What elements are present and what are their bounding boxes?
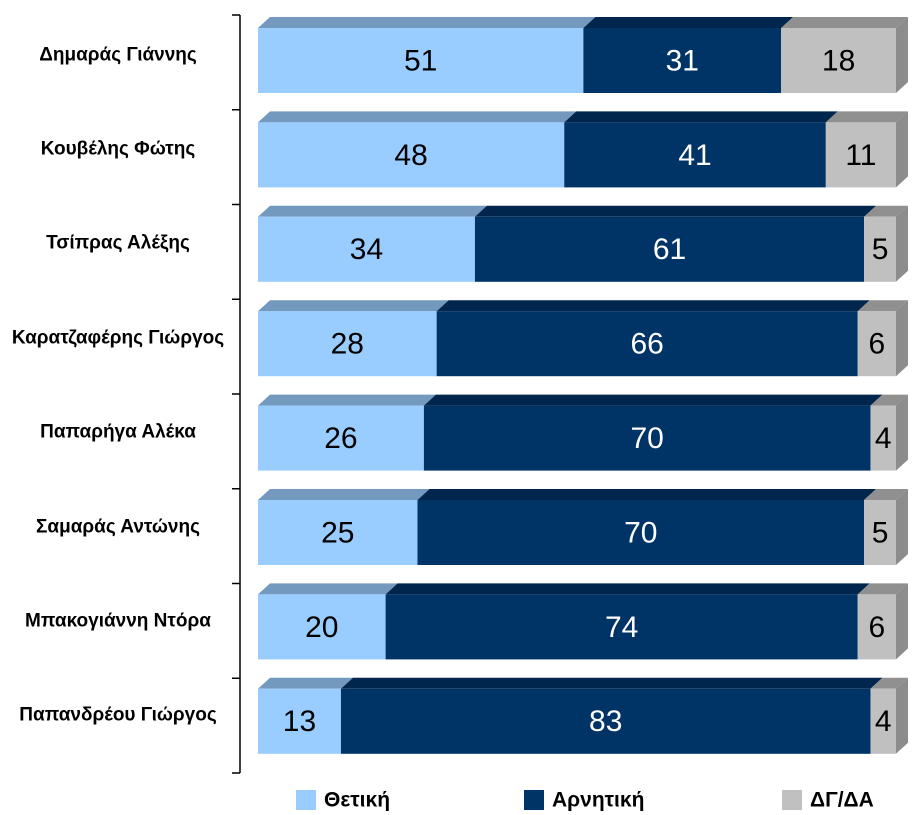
bar	[258, 688, 341, 754]
bar-top	[258, 583, 398, 595]
legend-label: ΔΓ/ΔΑ	[810, 789, 874, 812]
bar	[258, 311, 437, 377]
bar-top	[564, 111, 838, 123]
bar	[258, 122, 565, 188]
bar	[870, 405, 896, 471]
bar-side	[896, 17, 908, 93]
bar-top	[864, 489, 908, 500]
category-label: Τσίπρας Αλέξης	[46, 232, 190, 254]
bar-top	[857, 583, 908, 595]
bar-top	[423, 394, 883, 406]
bar	[258, 405, 424, 471]
bar-top	[258, 677, 353, 689]
bar-top	[857, 300, 908, 312]
category-label: Καρατζαφέρης Γιώργος	[11, 327, 225, 349]
value-label: 26	[324, 422, 357, 455]
bar	[436, 311, 858, 377]
bar	[825, 122, 896, 188]
bar-top	[258, 394, 436, 406]
bar-side	[896, 111, 908, 188]
legend-label: Θετική	[324, 789, 390, 812]
bar-side	[896, 677, 908, 754]
bar-top	[340, 677, 883, 689]
bar	[474, 216, 865, 282]
value-label: 4	[875, 705, 892, 738]
value-label: 48	[394, 139, 427, 172]
legend-swatch	[782, 790, 802, 810]
bar	[258, 28, 584, 93]
bar-side	[896, 205, 908, 282]
value-label: 11	[845, 139, 876, 172]
value-label: 51	[404, 44, 437, 77]
value-label: 18	[822, 44, 855, 77]
bar-top	[258, 300, 449, 312]
bar-top	[385, 583, 870, 595]
bar	[564, 122, 826, 188]
bar-top	[864, 205, 908, 217]
bar	[864, 500, 896, 565]
bar	[258, 216, 475, 282]
bar-top	[474, 205, 877, 217]
value-label: 66	[630, 328, 663, 361]
bar-top	[781, 17, 908, 28]
bar-side	[896, 583, 908, 660]
bar-top	[870, 677, 908, 689]
value-label: 6	[869, 328, 886, 361]
bar-top	[417, 489, 877, 500]
bar	[423, 405, 871, 471]
bar-top	[258, 489, 430, 500]
bar	[385, 594, 858, 660]
bar-top	[825, 111, 908, 123]
bar	[857, 594, 896, 660]
value-label: 5	[872, 516, 889, 549]
value-label: 83	[589, 705, 622, 738]
legend-swatch	[524, 790, 544, 810]
value-label: 5	[872, 233, 889, 266]
bar	[857, 311, 896, 377]
value-label: 28	[331, 328, 364, 361]
bar-top	[870, 394, 908, 406]
value-label: 70	[624, 516, 657, 549]
value-label: 20	[305, 611, 338, 644]
category-label: Κουβέλης Φώτης	[40, 138, 196, 160]
bar-top	[436, 300, 870, 312]
category-label: Παπανδρέου Γιώργος	[19, 704, 217, 726]
value-label: 13	[283, 705, 316, 738]
value-label: 34	[350, 233, 383, 266]
bar	[870, 688, 896, 754]
value-label: 31	[666, 44, 699, 77]
category-label: Σαμαράς Αντώνης	[36, 516, 200, 537]
value-label: 74	[605, 611, 638, 644]
bar-top	[583, 17, 794, 28]
bar	[258, 500, 418, 565]
bar	[340, 688, 871, 754]
category-label: Μπακογιάννη Ντόρα	[25, 610, 211, 632]
bar-side	[896, 300, 908, 377]
value-label: 61	[653, 233, 686, 266]
value-label: 70	[630, 422, 663, 455]
bar-top	[258, 205, 487, 217]
bar-side	[896, 489, 908, 565]
bar	[417, 500, 865, 565]
bar-side	[896, 394, 908, 471]
legend-swatch	[296, 790, 316, 810]
bar-top	[258, 111, 577, 123]
bar	[258, 594, 386, 660]
value-label: 6	[869, 611, 886, 644]
value-label: 4	[875, 422, 892, 455]
bar-top	[258, 17, 596, 28]
legend-label: Αρνητική	[552, 789, 644, 812]
bar	[583, 28, 782, 93]
value-label: 41	[678, 139, 711, 172]
bar	[864, 216, 896, 282]
category-label: Δημαράς Γιάννης	[39, 44, 197, 65]
value-label: 25	[321, 516, 354, 549]
bar	[781, 28, 896, 93]
category-label: Παπαρήγα Αλέκα	[40, 421, 196, 443]
